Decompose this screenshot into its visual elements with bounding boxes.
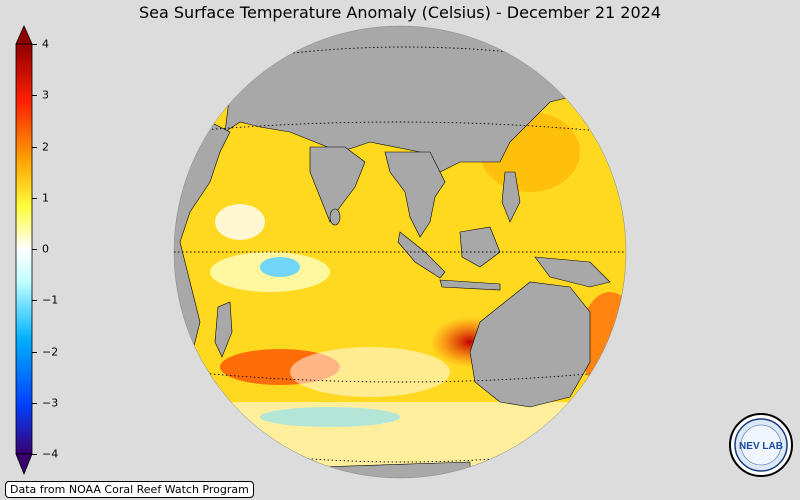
nevlab-logo: NEV LAB [728,412,794,478]
colorbar-tick [32,351,37,353]
svg-text:NEV LAB: NEV LAB [739,441,783,452]
colorbar: 4 3 2 1 0 −1 −2 −3 −4 [12,24,72,479]
globe-map [170,22,630,482]
graticule [174,46,626,463]
colorbar-tick-label: −2 [42,345,59,358]
colorbar-tick [32,197,37,199]
colorbar-tick [32,402,37,404]
colorbar-tick [32,95,37,97]
data-credit-label: Data from NOAA Coral Reef Watch Program [5,481,254,498]
colorbar-tick [32,146,37,148]
colorbar-tick [32,44,37,45]
colorbar-tick [32,249,37,250]
colorbar-tick-label: 2 [42,140,49,153]
colorbar-gradient [15,25,33,476]
colorbar-tick [32,454,37,455]
colorbar-tick-label: 4 [42,37,49,51]
colorbar-tick-label: −3 [42,396,59,410]
logo-icon: NEV LAB [729,413,793,477]
cool-anomaly-patch [260,257,300,277]
colorbar-tick-label: −1 [42,293,59,307]
colorbar-tick-label: 3 [42,88,49,102]
colorbar-tick-label: 1 [42,191,49,205]
colorbar-tick-label: 0 [42,242,49,256]
map-title: Sea Surface Temperature Anomaly (Celsius… [139,3,661,22]
colorbar-tick-label: −4 [42,447,59,461]
colorbar-tick [32,300,37,302]
